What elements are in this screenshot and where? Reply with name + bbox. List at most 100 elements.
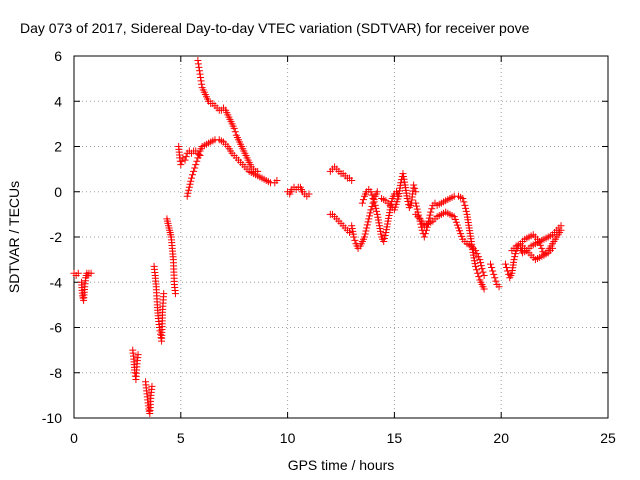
data-point [190, 167, 198, 175]
x-axis-label: GPS time / hours [288, 457, 395, 473]
y-tick-label: -10 [42, 410, 62, 426]
data-point [480, 271, 488, 279]
data-point [197, 77, 205, 85]
data-point [474, 253, 482, 261]
data-point [535, 238, 543, 246]
data-point [346, 228, 354, 236]
data-point [373, 188, 381, 196]
data-point [557, 226, 565, 234]
data-point [462, 207, 470, 215]
data-point [185, 183, 193, 191]
grid [74, 56, 608, 418]
data-point [473, 266, 481, 274]
data-point [184, 189, 192, 197]
data-point [476, 256, 484, 264]
y-tick-label: 6 [54, 48, 62, 64]
data-point [492, 277, 500, 285]
data-point [511, 250, 519, 258]
data-point [405, 201, 413, 209]
data-point [157, 330, 165, 338]
data-point [461, 201, 469, 209]
data-point [365, 212, 373, 220]
y-axis-label: SDTVAR / TECUs [6, 181, 22, 293]
data-point [87, 269, 95, 277]
y-tick-label: -2 [50, 229, 63, 245]
data-point [231, 128, 239, 136]
data-point [361, 230, 369, 238]
data-point [373, 207, 381, 215]
data-point [178, 157, 186, 165]
x-tick-label: 20 [493, 430, 509, 446]
data-point [360, 233, 368, 241]
data-point [195, 63, 203, 71]
data-point [371, 201, 379, 209]
data-point [477, 262, 485, 270]
data-point [368, 191, 376, 199]
data-point [192, 161, 200, 169]
data-point [462, 204, 470, 212]
data-point [489, 267, 497, 275]
data-point [534, 235, 542, 243]
data-point [194, 57, 202, 65]
data-point [412, 199, 420, 207]
data-point [148, 382, 156, 390]
data-point [365, 215, 373, 223]
data-point [305, 190, 313, 198]
data-point [380, 238, 388, 246]
data-point [363, 221, 371, 229]
data-point [198, 80, 206, 88]
data-point [426, 211, 434, 219]
data-point [404, 198, 412, 206]
data-point [428, 205, 436, 213]
y-tick-label: -6 [50, 320, 63, 336]
y-tick-label: 2 [54, 139, 62, 155]
data-point [194, 154, 202, 162]
data-point [380, 235, 388, 243]
data-point [350, 233, 358, 241]
data-point [160, 290, 168, 298]
data-point [511, 253, 519, 261]
data-point [191, 164, 199, 172]
data-point [185, 186, 193, 194]
y-tick-label: 4 [54, 93, 62, 109]
axis-ticks: 0 5 10 15 20 25 -10 -8 -6 -4 -2 0 2 4 6 [42, 48, 616, 446]
data-point [134, 351, 142, 359]
data-point [351, 236, 359, 244]
y-tick-label: -8 [50, 365, 63, 381]
data-point [548, 244, 556, 252]
data-point [411, 184, 419, 192]
data-point [182, 153, 190, 161]
data-point [397, 179, 405, 187]
data-point [187, 177, 195, 185]
data-point [413, 205, 421, 213]
data-point [230, 124, 238, 132]
data-point [359, 196, 367, 204]
data-point [475, 273, 483, 281]
data-point [370, 198, 378, 206]
data-point [421, 230, 429, 238]
data-point [472, 262, 480, 270]
data-point [460, 198, 468, 206]
data-point [183, 192, 191, 200]
data-point [273, 176, 281, 184]
x-tick-label: 5 [177, 430, 185, 446]
data-point [427, 208, 435, 216]
data-point [403, 195, 411, 203]
data-point [194, 60, 202, 68]
data-point [474, 269, 482, 277]
data-point [74, 269, 82, 277]
data-point [348, 176, 356, 184]
data-point [495, 283, 503, 291]
data-point [366, 209, 374, 217]
data-point [186, 180, 194, 188]
data-point [479, 268, 487, 276]
x-tick-label: 0 [70, 430, 78, 446]
data-point [368, 202, 376, 210]
data-point [367, 206, 375, 214]
data-point [473, 250, 481, 258]
x-tick-label: 10 [280, 430, 296, 446]
data-point [420, 233, 428, 241]
data-point [491, 274, 499, 282]
data-point [477, 259, 485, 267]
